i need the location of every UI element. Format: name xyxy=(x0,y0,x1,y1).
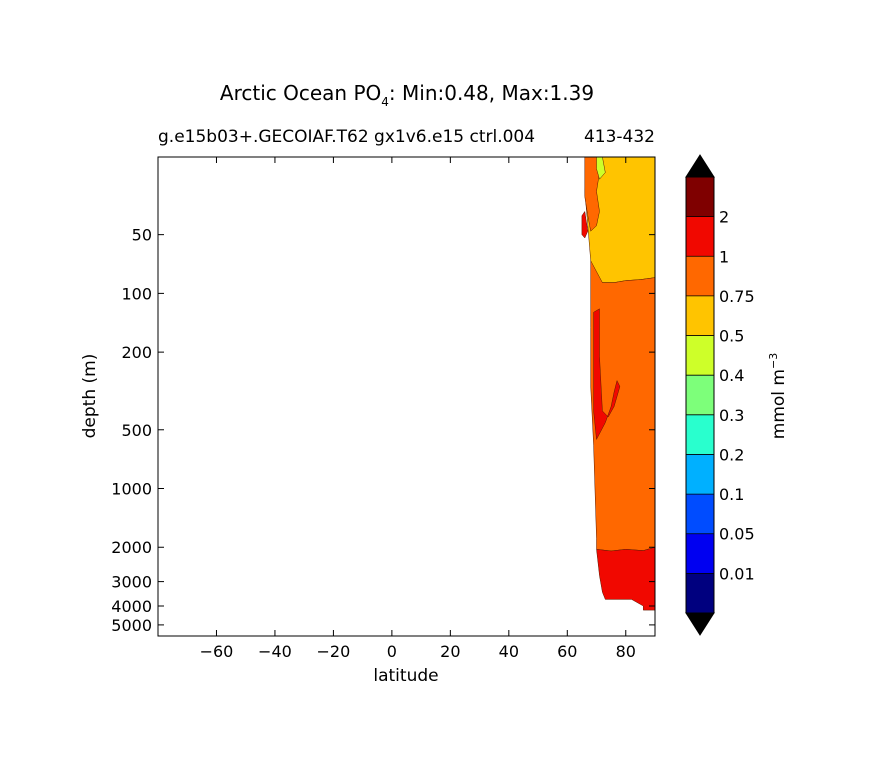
colorbar-swatch xyxy=(686,335,714,376)
y-tick-label: 3000 xyxy=(111,573,152,592)
colorbar-swatch xyxy=(686,295,714,336)
x-tick-label: 40 xyxy=(499,642,519,661)
colorbar-label-superscript: −3 xyxy=(767,353,780,369)
colorbar-swatch xyxy=(686,256,714,296)
colorbar: 0.01 0.05 0.1 0.2 0.3 0.4 0.5 0.75 1 2 xyxy=(685,154,755,636)
colorbar-tick-label: 0.1 xyxy=(719,485,744,504)
contour-region-3 xyxy=(581,210,589,239)
colorbar-tick-label: 0.4 xyxy=(719,366,744,385)
x-tick-label: 80 xyxy=(616,642,636,661)
colorbar-swatch xyxy=(686,414,714,455)
colorbar-tick-label: 0.75 xyxy=(719,287,755,306)
y-tick-label: 4000 xyxy=(111,597,152,616)
x-tick-label: −40 xyxy=(258,642,292,661)
y-tick-label: 50 xyxy=(132,226,152,245)
colorbar-frame xyxy=(685,176,715,614)
y-axis-label: depth (m) xyxy=(80,354,100,439)
chart-subtitle-run: g.e15b03+.GECOIAF.T62 gx1v6.e15 ctrl.004 xyxy=(158,127,535,147)
x-axis-label: latitude xyxy=(373,666,438,686)
y-tick-label: 1000 xyxy=(111,480,152,499)
y-tick-label: 2000 xyxy=(111,538,152,557)
y-tick-label: 5000 xyxy=(111,616,152,635)
x-tick-label: 20 xyxy=(440,642,460,661)
colorbar-swatch xyxy=(686,216,714,257)
colorbar-swatch xyxy=(686,533,714,574)
x-tick-label: −20 xyxy=(317,642,351,661)
x-tick-label: 0 xyxy=(387,642,397,661)
contour-fills xyxy=(581,156,656,611)
colorbar-tick-label: 0.01 xyxy=(719,564,755,583)
contour-region-6 xyxy=(596,546,656,611)
plot-frame xyxy=(157,156,656,637)
colorbar-tick-label: 0.5 xyxy=(719,327,744,346)
chart-subtitle-years: 413-432 xyxy=(584,127,655,147)
colorbar-extend-top xyxy=(685,154,715,178)
x-axis-ticks: −60 −40 −20 0 20 40 60 80 xyxy=(200,157,636,661)
colorbar-swatch xyxy=(686,573,714,613)
colorbar-swatch xyxy=(686,494,714,534)
plot-background xyxy=(158,157,655,636)
y-tick-label: 100 xyxy=(121,284,152,303)
contour-region-5 xyxy=(593,308,621,441)
colorbar-tick-label: 0.3 xyxy=(719,406,744,425)
colorbar-tick-label: 2 xyxy=(719,208,729,227)
y-tick-label: 500 xyxy=(121,421,152,440)
colorbar-label: mmol m−3 xyxy=(767,353,789,439)
colorbar-tick-label: 0.2 xyxy=(719,445,744,464)
colorbar-extend-bottom xyxy=(685,612,715,636)
y-tick-label: 200 xyxy=(121,343,152,362)
plot-area: −60 −40 −20 0 20 40 60 80 50 100 200 500 1000 2000 30… xyxy=(111,156,656,661)
colorbar-swatch xyxy=(686,375,714,415)
colorbar-tick-label: 0.05 xyxy=(719,525,755,544)
colorbar-swatch xyxy=(686,454,714,495)
chart-title: Arctic Ocean PO4: Min:0.48, Max:1.39 xyxy=(220,81,594,109)
title-subscript: 4 xyxy=(381,95,389,109)
colorbar-swatch xyxy=(686,177,714,217)
colorbar-tick-label: 1 xyxy=(719,247,729,266)
x-tick-label: −60 xyxy=(200,642,234,661)
x-tick-label: 60 xyxy=(557,642,577,661)
